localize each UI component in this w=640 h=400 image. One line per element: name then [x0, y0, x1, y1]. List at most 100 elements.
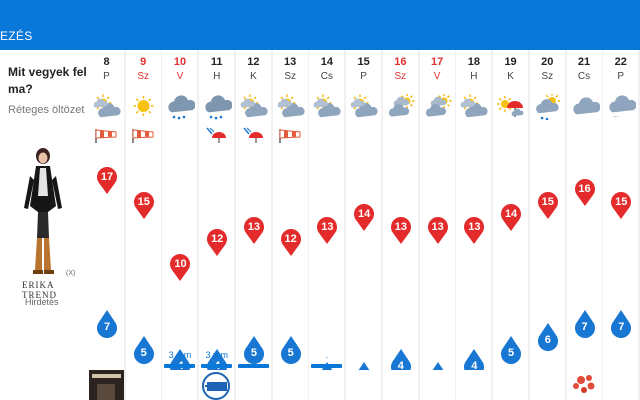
day-of-week: V — [176, 71, 184, 82]
clothing-sidebar: Mit vegyek fel ma? Réteges öltözet (X) E… — [0, 50, 89, 400]
bottom-strip-cell — [566, 370, 602, 400]
umbrella-icon — [497, 96, 524, 117]
forecast-day-column[interactable]: 14Cs133. — [309, 50, 345, 390]
min-temp-value: 5 — [140, 346, 147, 359]
max-temp-marker: 10 — [168, 252, 192, 282]
max-temp-pin-icon — [390, 216, 411, 244]
min-temp-drop-icon — [97, 310, 117, 338]
max-temp-marker: 15 — [609, 190, 633, 220]
bottom-strip-cell — [162, 370, 198, 400]
min-temp-drop-icon — [537, 322, 558, 351]
day-of-week: Cs — [320, 71, 333, 82]
forecast-day-column[interactable]: 18 H 13 4 — [456, 50, 492, 377]
clouds-sun-icon — [388, 94, 415, 117]
forecast-day-column[interactable]: 8 P 17 7 — [89, 50, 124, 370]
ad-close-button[interactable]: (X) — [66, 270, 76, 277]
bottom-media-strip — [89, 370, 640, 400]
partly-sunny-icon — [277, 94, 305, 118]
rain-cloud-icon — [205, 95, 233, 120]
forecast-day-column[interactable]: 15P143 — [346, 50, 382, 390]
nav-label[interactable]: EZÉS — [0, 29, 33, 43]
partly-sunny-icon — [93, 94, 121, 118]
max-temp-pin-icon — [354, 204, 375, 232]
precipitation-bar — [201, 364, 233, 368]
min-temp-value: 5 — [508, 346, 515, 359]
forecast-day-column[interactable]: 19 K 14 5 — [493, 50, 529, 370]
day-number: 22 — [614, 56, 627, 68]
forecast-day-column[interactable]: 12 K 13 5. — [235, 50, 271, 370]
partly-sunny-icon — [240, 94, 268, 118]
max-temp-pin-icon — [501, 204, 522, 232]
min-temp-marker: 5 — [242, 335, 266, 365]
min-temp-marker: 7 — [609, 309, 633, 339]
bottom-strip-cell — [125, 370, 161, 400]
max-temp-marker: 17 — [95, 165, 119, 195]
max-temp-value: 10 — [174, 257, 187, 270]
ad-brand-name[interactable]: ERIKA TREND — [22, 280, 57, 300]
clothing-advice: Réteges öltözet — [8, 104, 85, 116]
forecast-day-column[interactable]: 22 P ··· 15 7 — [603, 50, 639, 370]
day-number: 18 — [467, 56, 480, 68]
min-temp-value: 5 — [287, 346, 294, 359]
bottom-strip-cell — [346, 370, 382, 400]
forecast-grid: 8 P 17 7 9 Sz 15 5 10 V 10 4 3 mm 11 H 12 4 3 mm 12 K 13 5. 13… — [89, 50, 640, 400]
day-number: 12 — [247, 56, 260, 68]
precipitation-amount: 3 mm — [168, 350, 192, 360]
bottom-strip-cell — [493, 370, 529, 400]
clouds-sun-icon — [425, 94, 452, 117]
max-temp-pin-icon — [207, 229, 228, 256]
day-of-week: K — [250, 71, 257, 82]
forecast-day-column[interactable]: 13 Sz 12 5 — [272, 50, 308, 370]
max-temp-pin-icon — [317, 216, 338, 244]
day-of-week: Sz — [541, 71, 554, 82]
max-temp-pin-icon — [280, 229, 301, 256]
bottom-strip-cell — [456, 370, 492, 400]
day-number: 20 — [541, 56, 554, 68]
min-temp-drop-icon — [280, 335, 301, 364]
forecast-day-column[interactable]: 11H1243 mm — [199, 50, 235, 377]
partly-sunny-icon — [314, 94, 341, 118]
channel-19-logo-icon[interactable] — [199, 370, 234, 400]
max-temp-pin-icon — [574, 179, 595, 207]
day-of-week: P — [103, 71, 110, 82]
forecast-day-column[interactable]: 17V133 — [419, 50, 455, 390]
cloud-icon — [572, 97, 600, 115]
forecast-day-column[interactable]: 21 Cs 16 7 — [566, 50, 602, 370]
min-temp-marker: 7 — [573, 309, 597, 339]
wind-sock-icon — [95, 129, 117, 143]
day-of-week: H — [470, 71, 478, 82]
max-temp-marker: 15 — [536, 190, 560, 220]
max-temp-pin-icon — [611, 191, 632, 219]
bottom-strip-cell — [272, 370, 308, 400]
min-temp-marker: 5 — [132, 335, 156, 365]
max-temp-marker: 15 — [132, 190, 156, 220]
day-of-week: Sz — [137, 71, 150, 82]
min-temp-value: 7 — [618, 321, 625, 333]
min-temp-marker: 6 — [536, 322, 560, 352]
max-temp-pin-icon — [537, 191, 558, 219]
max-temp-marker: 13 — [315, 215, 339, 245]
max-temp-marker: 14 — [352, 202, 376, 232]
min-temp-drop-icon — [243, 335, 264, 364]
min-temp-marker: 5 — [499, 335, 523, 365]
day-number: 9 — [140, 56, 147, 68]
max-temp-marker: 16 — [573, 177, 597, 207]
sun-rain-icon — [535, 94, 560, 120]
max-temp-value: 15 — [615, 195, 628, 208]
umbrella-wind-icon — [206, 127, 227, 143]
flower-thumbnail-icon[interactable] — [567, 370, 602, 400]
forecast-day-column[interactable]: 9 Sz 15 5 — [125, 50, 161, 370]
max-temp-marker: 13 — [389, 215, 413, 245]
ad-label: Hirdetés — [25, 297, 59, 307]
ad-model-figure-icon[interactable] — [18, 146, 68, 278]
forecast-day-column[interactable]: 10V1043 mm — [162, 50, 198, 377]
min-temp-drop-icon — [611, 310, 632, 338]
max-temp-value: 13 — [321, 220, 334, 233]
album-thumbnail-icon[interactable] — [89, 370, 124, 400]
max-temp-value: 12 — [284, 233, 297, 245]
day-of-week: Sz — [394, 71, 407, 82]
forecast-day-column[interactable]: 20 Sz 15 6 — [529, 50, 565, 370]
max-temp-marker: 12 — [205, 227, 229, 257]
forecast-day-column[interactable]: 16 Sz 13 4 — [382, 50, 418, 377]
min-temp-value: 7 — [581, 321, 588, 333]
